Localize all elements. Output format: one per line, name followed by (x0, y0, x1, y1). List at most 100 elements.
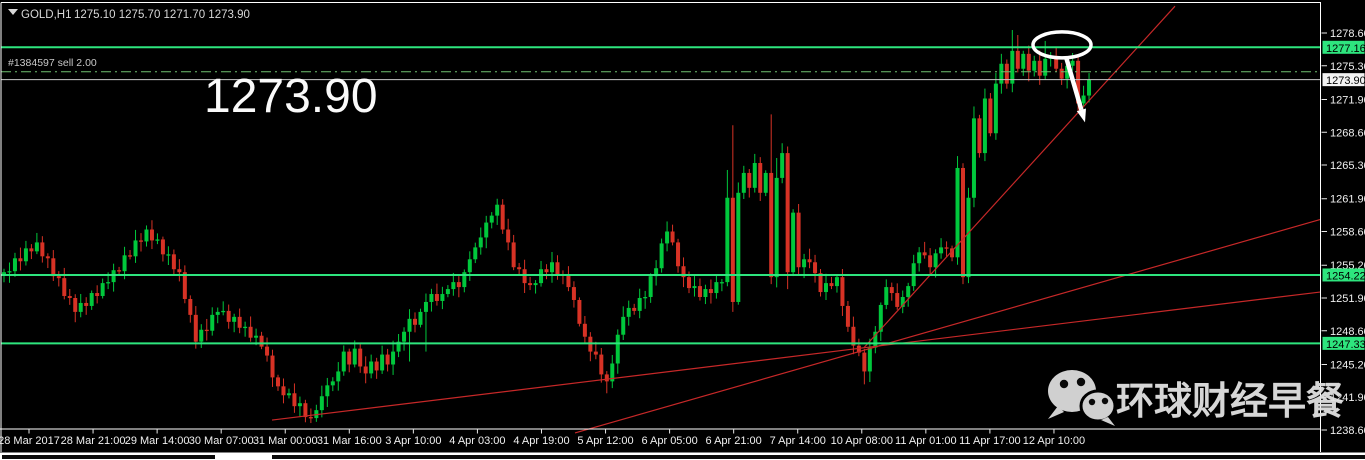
candle-body (330, 381, 335, 386)
candle-body (1059, 68, 1064, 79)
candle-body (155, 239, 160, 241)
price-axis-label: 1275.30 (1330, 61, 1365, 73)
support-trendline-medium[interactable] (574, 219, 1321, 434)
candle-body (917, 252, 922, 264)
candle-body (988, 98, 993, 134)
candle-body (895, 293, 900, 307)
price-axis-label: 1258.60 (1330, 227, 1365, 239)
candle-body (993, 83, 998, 134)
candle-body (2, 272, 6, 276)
highlight-ellipse[interactable] (1031, 30, 1093, 60)
candle-body (12, 258, 17, 272)
candle-body (840, 277, 845, 306)
candle-body (462, 272, 467, 288)
wechat-icon (1048, 370, 1117, 426)
trendlines-layer[interactable] (271, 5, 1321, 434)
candle-body (40, 242, 45, 257)
time-axis-label: 6 Apr 21:00 (706, 435, 762, 447)
candle-body (977, 118, 982, 154)
price-axis[interactable]: 1278.60 1275.30 1271.90 1268.60 1265.30 1261.… (1321, 28, 1365, 437)
candle-body (34, 242, 39, 252)
candle-body (358, 348, 363, 367)
candle-body (243, 326, 248, 329)
bottom-tab-top[interactable] (2, 455, 215, 459)
candle-body (900, 297, 905, 307)
candle-body (665, 231, 670, 244)
candle-body (604, 374, 609, 382)
candle-body (577, 299, 582, 324)
candle-body (982, 98, 987, 154)
candle-body (308, 417, 313, 419)
candle-body (824, 283, 828, 293)
candle-body (23, 248, 28, 262)
candle-body (780, 153, 785, 178)
candle-body (999, 63, 1004, 84)
candle-body (1010, 50, 1015, 84)
drawn-annotation[interactable] (1031, 30, 1093, 123)
candle-body (533, 283, 538, 286)
candle-body (818, 273, 823, 293)
candle-body (128, 255, 133, 257)
candle-body (215, 311, 220, 315)
candle-body (352, 348, 357, 365)
arrow-head-icon (1076, 108, 1086, 123)
candle-body (867, 347, 872, 372)
candle-body (928, 255, 933, 268)
support-trendline-shallow[interactable] (271, 291, 1321, 421)
candle-body (807, 259, 812, 263)
candle-body (763, 172, 768, 193)
candle-body (473, 247, 478, 260)
price-tag-green (1322, 268, 1365, 282)
candle-body (407, 318, 412, 332)
candle-body (429, 294, 434, 302)
candle-body (489, 215, 494, 223)
candle-body (539, 269, 544, 284)
candle-body (149, 229, 154, 241)
candle-body (374, 361, 379, 371)
candle-body (878, 304, 883, 332)
candlestick-series (2, 30, 1092, 424)
horizontal-levels-layer[interactable] (1, 46, 1321, 345)
candle-body (369, 361, 374, 374)
price-tag-label: 1247.33 (1326, 339, 1365, 351)
candle-body (122, 255, 127, 272)
candle-body (862, 352, 867, 372)
candle-body (500, 204, 505, 230)
candle-body (1087, 79, 1092, 96)
candle-body (681, 266, 686, 278)
bottom-tab-strip[interactable] (0, 452, 1365, 460)
order-line-label: #1384597 sell 2.00 (8, 57, 97, 69)
candle-body (259, 335, 264, 347)
bottom-tab-top[interactable] (272, 455, 1365, 459)
time-axis-label: 6 Apr 05:00 (641, 435, 697, 447)
candle-body (160, 239, 165, 255)
time-axis-label: 11 Apr 17:00 (959, 435, 1021, 447)
time-axis-label: 4 Apr 03:00 (449, 435, 505, 447)
candle-body (1032, 60, 1037, 71)
candle-body (495, 204, 500, 216)
candle-body (182, 272, 187, 299)
price-axis-label: 1278.60 (1330, 28, 1365, 40)
candle-body (708, 289, 713, 294)
time-axis-label: 28 Mar 2017 (0, 435, 60, 447)
candle-body (341, 351, 346, 372)
support-trendline-steep[interactable] (863, 5, 1176, 349)
candle-body (171, 254, 176, 270)
candle-body (188, 298, 193, 315)
candle-body (478, 237, 483, 248)
candle-body (719, 282, 724, 284)
candle-body (550, 262, 554, 273)
candle-body (232, 316, 237, 322)
arrow-shaft[interactable] (1063, 56, 1084, 111)
candle-body (226, 310, 231, 322)
time-axis[interactable]: 28 Mar 2017 28 Mar 21:00 29 Mar 14:00 30 Ma… (0, 429, 1085, 447)
candle-body (139, 240, 143, 242)
candle-body (391, 351, 396, 365)
candle-body (265, 346, 270, 356)
price-axis-label: 1241.90 (1330, 392, 1365, 404)
candle-body (270, 355, 275, 378)
candle-body (1037, 60, 1042, 76)
candle-body (276, 377, 280, 387)
candle-body (829, 283, 834, 287)
